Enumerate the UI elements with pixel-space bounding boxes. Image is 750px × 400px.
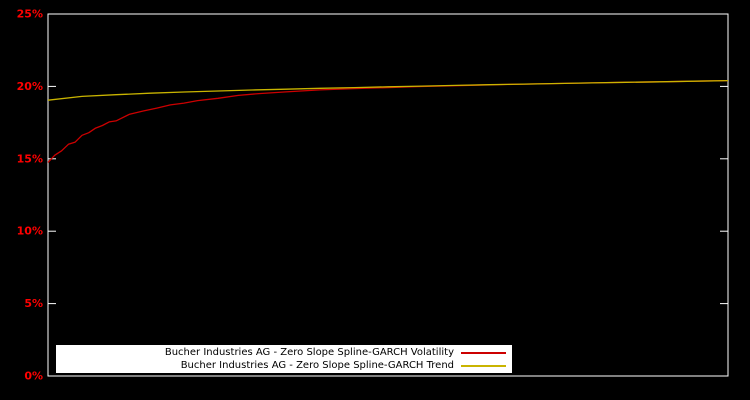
legend: Bucher Industries AG - Zero Slope Spline… xyxy=(56,345,512,373)
legend-line-sample-trend xyxy=(461,364,506,367)
legend-row-volatility: Bucher Industries AG - Zero Slope Spline… xyxy=(56,346,512,359)
legend-row-trend: Bucher Industries AG - Zero Slope Spline… xyxy=(56,359,512,372)
y-axis-tick-label: 10% xyxy=(17,225,43,238)
legend-label-trend: Bucher Industries AG - Zero Slope Spline… xyxy=(180,360,454,371)
y-axis-tick-label: 0% xyxy=(24,370,43,383)
series-line-trend xyxy=(47,79,729,101)
legend-line-sample-volatility xyxy=(461,351,506,354)
legend-label-volatility: Bucher Industries AG - Zero Slope Spline… xyxy=(164,347,454,358)
plot-border xyxy=(47,13,729,377)
y-axis-tick-label: 5% xyxy=(24,297,43,310)
y-axis-tick-label: 20% xyxy=(17,80,43,93)
y-axis-tick-label: 15% xyxy=(17,152,43,165)
y-axis-tick-label: 25% xyxy=(17,8,43,21)
